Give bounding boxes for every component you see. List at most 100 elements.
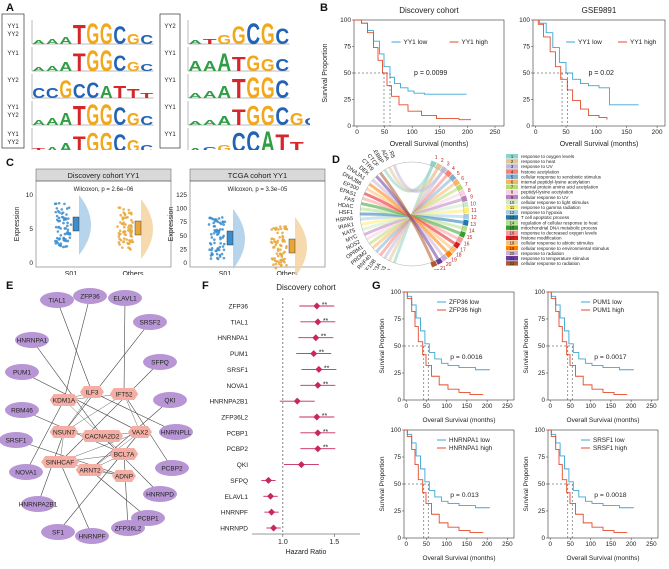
violin-point (277, 262, 281, 266)
network-rbp-node (111, 520, 145, 536)
km-g4-xtick-label: 100 (585, 541, 596, 548)
chord-legend-swatch (506, 245, 518, 251)
chord-term-arc (429, 160, 437, 168)
forest-point (310, 350, 318, 358)
km-g4-ytick-label: 75 (538, 454, 546, 461)
violin-point (272, 246, 275, 249)
violin-point (221, 245, 225, 248)
chord-legend-number: 15 (510, 225, 515, 230)
chord-term-number: 8 (468, 188, 471, 194)
chord-gene-label: FAS (344, 196, 356, 204)
km-g4-legend-low: SRSF1 low (593, 437, 625, 444)
motif-letter: C (113, 51, 126, 76)
km-b1-pvalue: p = 0.0099 (414, 70, 447, 77)
motif-letter: C (140, 33, 153, 47)
violin-point (118, 243, 121, 246)
violin-point (281, 231, 284, 235)
violin-point (216, 257, 220, 261)
forest-point (314, 429, 322, 437)
violin-point (269, 240, 273, 244)
chord-legend-label: response to radiation (521, 251, 564, 256)
motif-letter: A (261, 126, 275, 150)
network-hub-label: IFT52 (116, 392, 133, 399)
km-g4-xtick-label: 50 (567, 541, 575, 548)
km-g3-ytick-label: 0 (397, 535, 401, 542)
panel-label-b: B (320, 2, 328, 14)
chord-term-arc (463, 207, 469, 214)
violin-point (67, 206, 71, 209)
km-b2-xlabel: Overall Survival (months) (560, 141, 639, 148)
km-b2-ytick-label: 100 (519, 17, 530, 24)
motif-letter: G (127, 60, 140, 74)
motif-letter: G (261, 100, 275, 131)
violin-point (276, 231, 279, 235)
violin-ytick-label: 75 (180, 219, 188, 226)
chord-gene-label: EPAS1 (339, 187, 357, 198)
motif-letter: G (217, 144, 231, 150)
network-rbp-node (153, 392, 187, 408)
violin-stat: Wilcoxon, p = 3.3e−05 (228, 187, 288, 193)
motif-letter: C (113, 130, 126, 150)
chord-legend-label: cellular response to environmental stimu… (521, 246, 610, 251)
forest-point (315, 365, 323, 373)
violin-point (283, 240, 286, 243)
motif-letter: A (217, 82, 231, 102)
violin-point (127, 246, 130, 249)
network-rbp-node (15, 332, 49, 348)
km-g2-high-curve (548, 291, 628, 396)
violin-box (72, 216, 80, 232)
violin-point (62, 221, 65, 225)
forest-significance: ** (321, 334, 327, 341)
forest-point (312, 334, 320, 342)
km-b2-xtick-label: 100 (591, 129, 602, 136)
panel-g: G 0 25 50 75 100 0 50 100 150 200 250 ZFP36 low ZFP3… (370, 272, 669, 569)
panel-label-f: F (202, 280, 209, 292)
network-hub-label: SINHCAF (46, 460, 75, 467)
km-g1-xtick-label: 200 (482, 403, 493, 410)
violin-point (66, 224, 69, 228)
motif-letter: A (46, 117, 59, 128)
km-b1-xlabel: Overall Survival (months) (390, 141, 469, 148)
km-g1-ytick-label: 25 (394, 370, 402, 377)
violin-point (223, 220, 227, 224)
network-rbp-node (21, 496, 55, 512)
violin-point (284, 225, 288, 228)
violin-ylabel: Expression (14, 207, 21, 242)
violin-point (67, 217, 70, 220)
violin-point (215, 249, 218, 253)
chord-term-arc (462, 201, 469, 208)
chord-legend-number: 6 (511, 180, 514, 185)
network-rbp-label: HNRNPD (146, 492, 174, 499)
km-b1-high-curve (354, 19, 471, 121)
violin-point (59, 227, 62, 230)
chord-gene-label: HSPA5 (335, 216, 353, 224)
violin-point (276, 247, 280, 251)
network-rbp-label: TIAL1 (48, 298, 66, 305)
chord-term-number: 11 (471, 208, 476, 214)
motif-letter: T (290, 139, 304, 150)
chord-term-number: 3 (447, 162, 450, 168)
violin-point (54, 202, 58, 205)
violin-point (216, 247, 220, 251)
forest-point (314, 381, 322, 389)
violin-half (79, 195, 91, 255)
panel-d: D 12345678910111213141516171819202122WDR… (330, 150, 669, 270)
km-g2-xtick-label: 50 (567, 403, 575, 410)
rbp-network: TIAL1 ZFP36 ELAVL1 SRSF2 HNRNPA1 PUM1 SFPQ RBM4… (0, 288, 193, 544)
motif-letter: G (86, 18, 99, 51)
violin-point (122, 211, 125, 214)
violin-point (54, 239, 57, 243)
violin-point (221, 220, 224, 223)
km-g2-ytick-label: 25 (538, 370, 546, 377)
chord-legend-number: 20 (510, 251, 515, 256)
violin-point (117, 241, 121, 244)
chord-legend-label: regulation of cellular response to heat (521, 220, 598, 225)
km-g2-legend-low: PUM1 low (593, 299, 622, 306)
chord-legend-number: 9 (511, 195, 514, 200)
violin-ytick-label: 0 (29, 260, 33, 267)
violin-point (122, 208, 125, 211)
violin-point (55, 214, 59, 218)
raincloud-plots: Discovery cohort YY1 Wilcoxon, p = 2.6e−0… (14, 168, 326, 275)
km-g1-xtick-label: 50 (423, 403, 431, 410)
motif-tf-label: YY1 (164, 132, 176, 138)
